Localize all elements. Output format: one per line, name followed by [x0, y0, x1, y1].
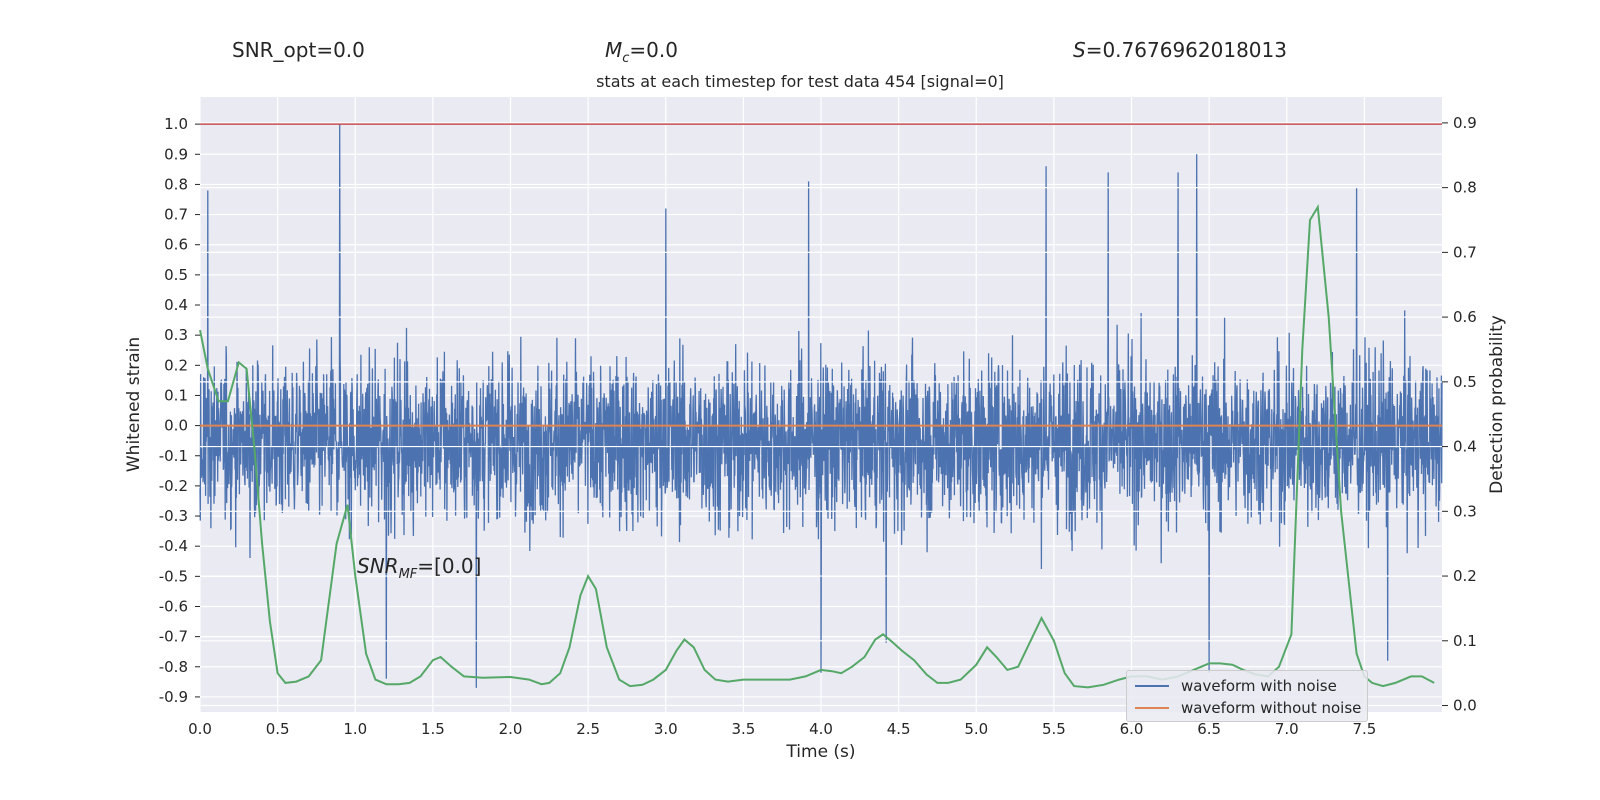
y-tick-label-left: 0.1	[164, 386, 188, 404]
y-tick-label-left: 0.2	[164, 356, 188, 374]
x-tick-label: 7.5	[1352, 720, 1376, 738]
y-tick-label-left: -0.6	[159, 597, 188, 615]
y-tick-label-left: -0.4	[159, 537, 188, 555]
x-tick-label: 4.0	[809, 720, 833, 738]
snr-mf-sub: MF	[398, 567, 418, 582]
x-tick-label: 2.0	[499, 720, 523, 738]
x-tick-label: 6.0	[1120, 720, 1144, 738]
y-tick-label-left: 1.0	[164, 115, 188, 133]
x-axis-label: Time (s)	[785, 742, 855, 762]
x-tick-label: 4.5	[887, 720, 911, 738]
y-axis-label-left: Whitened strain	[124, 337, 144, 472]
y-tick-label-right: 0.8	[1453, 179, 1477, 197]
y-tick-label-left: 0.9	[164, 145, 188, 163]
y-tick-label-left: -0.3	[159, 507, 188, 525]
x-tick-label: 0.5	[266, 720, 290, 738]
snr-mf-symbol: SNR	[357, 554, 399, 578]
y-tick-label-left: 0.0	[164, 417, 188, 435]
y-tick-label-left: 0.5	[164, 266, 188, 284]
y-tick-label-right: 0.4	[1453, 438, 1477, 456]
snr-mf-annotation: SNRMF=[0.0]	[357, 554, 481, 582]
y-tick-label-left: 0.7	[164, 206, 188, 224]
s-stat-symbol: S	[1073, 38, 1086, 62]
legend-label-clean: waveform without noise	[1181, 699, 1362, 717]
y-tick-label-left: -0.1	[159, 447, 188, 465]
s-stat-value: =0.7676962018013	[1085, 38, 1287, 62]
x-tick-label: 3.5	[731, 720, 755, 738]
x-tick-label: 6.5	[1197, 720, 1221, 738]
y-tick-label-left: 0.4	[164, 296, 188, 314]
chart-legend: waveform with noise waveform without noi…	[1126, 670, 1368, 722]
y-tick-label-left: 0.8	[164, 175, 188, 193]
y-tick-label-right: 0.0	[1453, 697, 1477, 715]
y-tick-label-right: 0.9	[1453, 114, 1477, 132]
y-tick-label-right: 0.6	[1453, 308, 1477, 326]
y-axis-label-right: Detection probability	[1487, 315, 1507, 494]
legend-item-clean: waveform without noise	[1135, 699, 1361, 717]
y-tick-label-right: 0.2	[1453, 567, 1477, 585]
chirp-mass-value: =0.0	[629, 38, 678, 62]
series-waveform-with-noise	[199, 124, 1443, 688]
y-tick-label-left: -0.2	[159, 477, 188, 495]
x-tick-label: 7.0	[1275, 720, 1299, 738]
x-tick-label: 1.0	[343, 720, 367, 738]
x-tick-label: 2.5	[576, 720, 600, 738]
x-tick-label: 3.0	[654, 720, 678, 738]
y-tick-label-right: 0.1	[1453, 632, 1477, 650]
snr-mf-value: =[0.0]	[417, 554, 482, 578]
legend-item-noise: waveform with noise	[1135, 677, 1337, 695]
y-tick-label-right: 0.5	[1453, 373, 1477, 391]
x-tick-label: 5.5	[1042, 720, 1066, 738]
chart-subtitle: stats at each timestep for test data 454…	[596, 72, 1004, 91]
chirp-mass-label: Mc=0.0	[605, 38, 678, 66]
chirp-mass-symbol: M	[605, 38, 623, 62]
y-tick-label-left: 0.3	[164, 326, 188, 344]
y-tick-label-left: -0.5	[159, 567, 188, 585]
x-tick-label: 1.5	[421, 720, 445, 738]
y-tick-label-right: 0.7	[1453, 243, 1477, 261]
y-tick-label-left: 0.6	[164, 236, 188, 254]
x-tick-label: 0.0	[188, 720, 212, 738]
y-tick-label-right: 0.3	[1453, 502, 1477, 520]
y-tick-label-left: -0.8	[159, 658, 188, 676]
legend-label-noise: waveform with noise	[1181, 677, 1337, 695]
x-tick-label: 5.0	[964, 720, 988, 738]
snr-opt-label: SNR_opt=0.0	[232, 38, 365, 62]
y-tick-label-left: -0.9	[159, 688, 188, 706]
legend-swatch-clean	[1135, 707, 1169, 709]
legend-swatch-noise	[1135, 685, 1169, 687]
series-detection-probability	[199, 204, 1435, 689]
s-stat-label: S=0.7676962018013	[1073, 38, 1287, 62]
chirp-mass-sub: c	[622, 51, 630, 66]
y-tick-label-left: -0.7	[159, 628, 188, 646]
